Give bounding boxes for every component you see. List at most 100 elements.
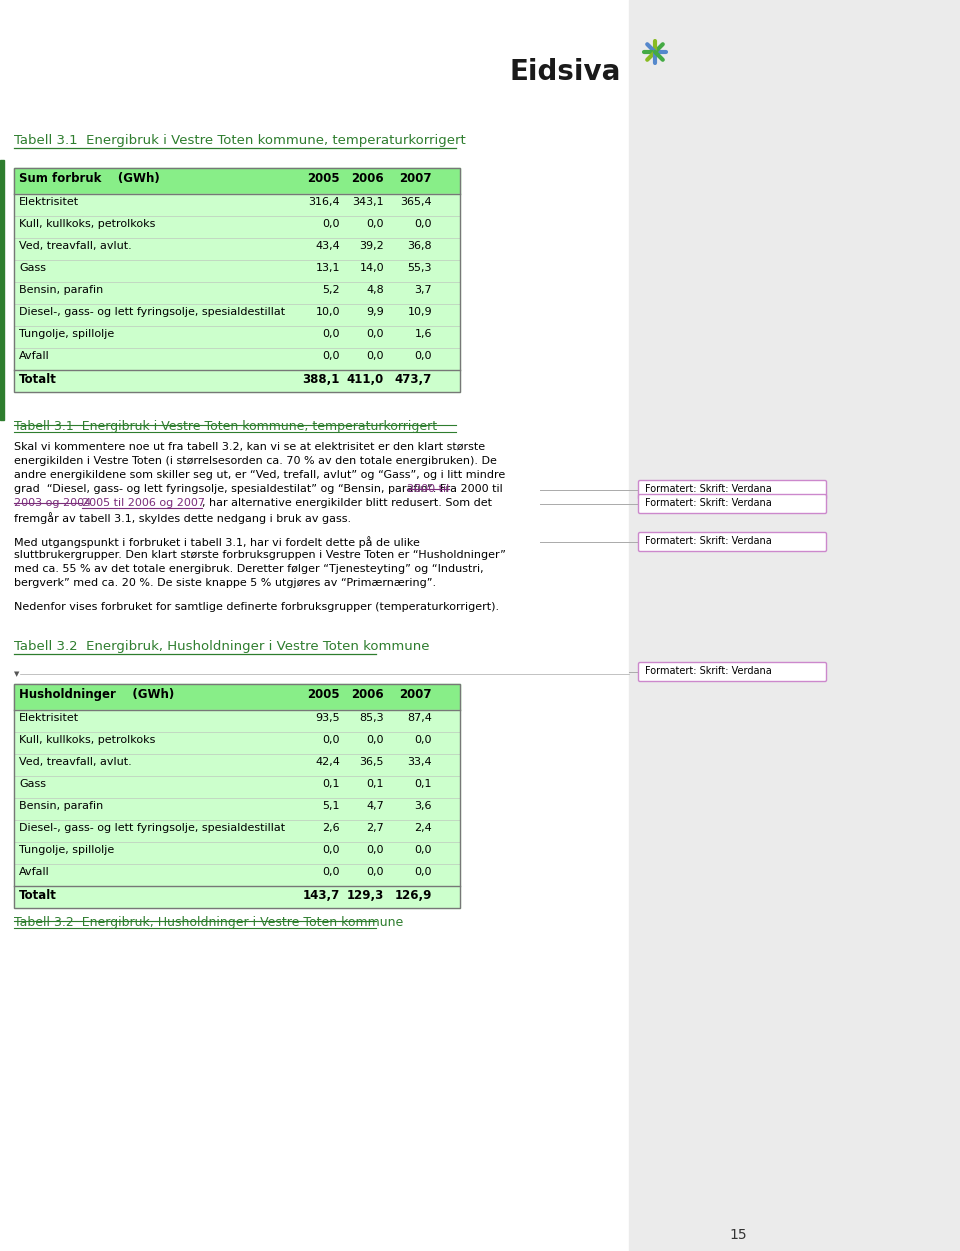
Text: ▼: ▼ [14, 671, 19, 677]
Text: grad  “Diesel, gass- og lett fyringsolje, spesialdestilat” og “Bensin, parafin”.: grad “Diesel, gass- og lett fyringsolje,… [14, 484, 503, 494]
Bar [14, 168, 460, 392]
Text: Husholdninger    (GWh): Husholdninger (GWh) [19, 688, 175, 701]
Text: 13,1: 13,1 [316, 263, 340, 273]
Text: Bensin, parafin: Bensin, parafin [19, 801, 104, 811]
Text: Elektrisitet: Elektrisitet [19, 713, 79, 723]
Text: 36,5: 36,5 [359, 757, 384, 767]
Bar [14, 684, 460, 711]
Text: 15: 15 [730, 1228, 747, 1242]
Text: 2000 til: 2000 til [407, 484, 449, 494]
Text: Avfall: Avfall [19, 867, 50, 877]
Bar [14, 684, 460, 908]
Text: 0,0: 0,0 [415, 352, 432, 362]
Text: 0,0: 0,0 [415, 736, 432, 746]
Text: 0,0: 0,0 [323, 352, 340, 362]
Text: Tungolje, spillolje: Tungolje, spillolje [19, 844, 114, 854]
Text: 0,0: 0,0 [367, 219, 384, 229]
Text: energikilden i Vestre Toten (i størrelsesorden ca. 70 % av den totale energibruk: energikilden i Vestre Toten (i størrelse… [14, 457, 497, 467]
Text: 0,0: 0,0 [367, 867, 384, 877]
Text: 43,4: 43,4 [315, 241, 340, 251]
Text: bergverk” med ca. 20 %. De siste knappe 5 % utgjøres av “Primærnæring”.: bergverk” med ca. 20 %. De siste knappe … [14, 578, 436, 588]
Text: Tabell 3.2  Energibruk, Husholdninger i Vestre Toten kommune: Tabell 3.2 Energibruk, Husholdninger i V… [14, 916, 403, 929]
Text: 0,0: 0,0 [367, 352, 384, 362]
Text: 3,6: 3,6 [415, 801, 432, 811]
FancyBboxPatch shape [638, 533, 827, 552]
Text: 0,0: 0,0 [415, 219, 432, 229]
Text: Tabell 3.1  Energibruk i Vestre Toten kommune, temperaturkorrigert: Tabell 3.1 Energibruk i Vestre Toten kom… [14, 420, 437, 433]
Text: 4,8: 4,8 [367, 285, 384, 295]
Text: 0,0: 0,0 [367, 736, 384, 746]
Text: 0,1: 0,1 [367, 779, 384, 789]
Text: 2,6: 2,6 [323, 823, 340, 833]
Text: Bensin, parafin: Bensin, parafin [19, 285, 104, 295]
Bar [629, 0, 960, 1251]
Text: 0,0: 0,0 [415, 867, 432, 877]
Text: 388,1: 388,1 [302, 373, 340, 387]
Text: 0,1: 0,1 [323, 779, 340, 789]
Text: 10,0: 10,0 [316, 306, 340, 317]
Text: andre energikildene som skiller seg ut, er “Ved, trefall, avlut” og “Gass”, og i: andre energikildene som skiller seg ut, … [14, 470, 505, 480]
Text: Ved, treavfall, avlut.: Ved, treavfall, avlut. [19, 241, 132, 251]
Text: Gass: Gass [19, 779, 46, 789]
Text: 36,8: 36,8 [407, 241, 432, 251]
Text: sluttbrukergrupper. Den klart største forbruksgruppen i Vestre Toten er “Hushold: sluttbrukergrupper. Den klart største fo… [14, 550, 506, 560]
Text: 1,6: 1,6 [415, 329, 432, 339]
Text: 2007: 2007 [399, 171, 432, 185]
Text: 0,0: 0,0 [323, 844, 340, 854]
Text: 3,7: 3,7 [415, 285, 432, 295]
Text: Tabell 3.1  Energibruk i Vestre Toten kommune, temperaturkorrigert: Tabell 3.1 Energibruk i Vestre Toten kom… [14, 134, 466, 148]
Text: Avfall: Avfall [19, 352, 50, 362]
Text: fremgår av tabell 3.1, skyldes dette nedgang i bruk av gass.: fremgår av tabell 3.1, skyldes dette ned… [14, 512, 351, 524]
Text: 2003 og 2004: 2003 og 2004 [14, 498, 91, 508]
Text: 2007: 2007 [399, 688, 432, 701]
Text: 2005 til 2006 og 2007: 2005 til 2006 og 2007 [82, 498, 205, 508]
Text: 473,7: 473,7 [395, 373, 432, 387]
Text: 0,0: 0,0 [367, 844, 384, 854]
Text: 0,0: 0,0 [323, 736, 340, 746]
Bar [14, 194, 460, 370]
Text: Med utgangspunkt i forbruket i tabell 3.1, har vi fordelt dette på de ulike: Med utgangspunkt i forbruket i tabell 3.… [14, 535, 420, 548]
Text: 2,4: 2,4 [415, 823, 432, 833]
Text: 93,5: 93,5 [316, 713, 340, 723]
Text: Formatert: Skrift: Verdana: Formatert: Skrift: Verdana [645, 498, 772, 508]
Text: 143,7: 143,7 [302, 889, 340, 902]
Text: 2,7: 2,7 [367, 823, 384, 833]
Text: 0,0: 0,0 [323, 867, 340, 877]
Text: Kull, kullkoks, petrolkoks: Kull, kullkoks, petrolkoks [19, 736, 156, 746]
Text: med ca. 55 % av det totale energibruk. Deretter følger “Tjenesteyting” og “Indus: med ca. 55 % av det totale energibruk. D… [14, 564, 484, 574]
Bar [14, 370, 460, 392]
Text: 39,2: 39,2 [359, 241, 384, 251]
FancyBboxPatch shape [638, 480, 827, 499]
Text: 0,1: 0,1 [415, 779, 432, 789]
Text: , har alternative energikilder blitt redusert. Som det: , har alternative energikilder blitt red… [202, 498, 492, 508]
FancyBboxPatch shape [638, 494, 827, 513]
Text: Tungolje, spillolje: Tungolje, spillolje [19, 329, 114, 339]
Text: 4,7: 4,7 [367, 801, 384, 811]
FancyBboxPatch shape [638, 663, 827, 682]
Text: 5,2: 5,2 [323, 285, 340, 295]
Text: Totalt: Totalt [19, 373, 57, 387]
Text: 2006: 2006 [351, 171, 384, 185]
Text: 87,4: 87,4 [407, 713, 432, 723]
Text: 126,9: 126,9 [395, 889, 432, 902]
Bar [14, 711, 460, 886]
Bar [14, 168, 460, 194]
Text: 316,4: 316,4 [308, 196, 340, 206]
Text: 5,1: 5,1 [323, 801, 340, 811]
Text: 55,3: 55,3 [407, 263, 432, 273]
Bar [0, 160, 4, 420]
Text: 0,0: 0,0 [415, 844, 432, 854]
Text: 411,0: 411,0 [347, 373, 384, 387]
Text: Formatert: Skrift: Verdana: Formatert: Skrift: Verdana [645, 535, 772, 545]
Text: Kull, kullkoks, petrolkoks: Kull, kullkoks, petrolkoks [19, 219, 156, 229]
Text: 42,4: 42,4 [315, 757, 340, 767]
Text: Skal vi kommentere noe ut fra tabell 3.2, kan vi se at elektrisitet er den klart: Skal vi kommentere noe ut fra tabell 3.2… [14, 442, 485, 452]
Text: Tabell 3.2  Energibruk, Husholdninger i Vestre Toten kommune: Tabell 3.2 Energibruk, Husholdninger i V… [14, 641, 429, 653]
Text: Nedenfor vises forbruket for samtlige definerte forbruksgrupper (temperaturkorri: Nedenfor vises forbruket for samtlige de… [14, 602, 499, 612]
Text: 0,0: 0,0 [323, 329, 340, 339]
Text: Sum forbruk    (GWh): Sum forbruk (GWh) [19, 171, 159, 185]
Text: 0,0: 0,0 [367, 329, 384, 339]
Text: 2006: 2006 [351, 688, 384, 701]
Text: Diesel-, gass- og lett fyringsolje, spesialdestillat: Diesel-, gass- og lett fyringsolje, spes… [19, 823, 285, 833]
Text: Elektrisitet: Elektrisitet [19, 196, 79, 206]
